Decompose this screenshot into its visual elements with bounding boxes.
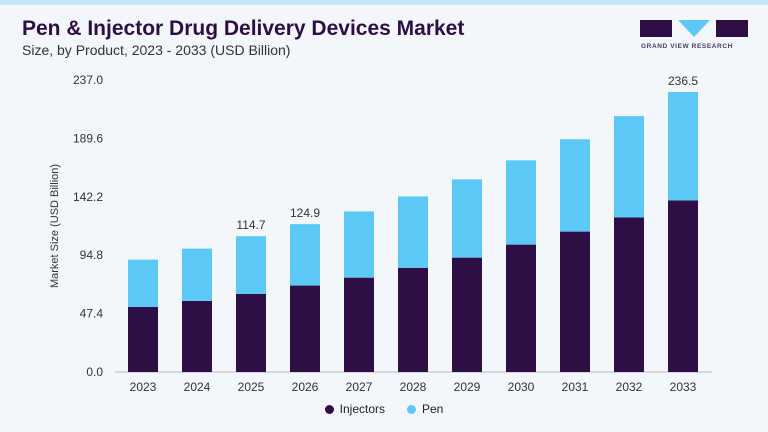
bar-pen-2024: [182, 248, 212, 301]
x-tick-label: 2029: [454, 380, 481, 394]
x-tick-label: 2032: [616, 380, 643, 394]
x-tick-label: 2023: [130, 380, 157, 394]
y-tick-label: 94.8: [80, 248, 104, 262]
data-label-2026: 124.9: [290, 206, 320, 220]
bar-pen-2031: [560, 139, 590, 232]
bar-injectors-2030: [506, 244, 536, 372]
legend-label-pen: Pen: [422, 402, 444, 416]
x-tick-label: 2025: [238, 380, 265, 394]
logo-text: GRAND VIEW RESEARCH: [641, 43, 733, 50]
x-tick-label: 2026: [292, 380, 319, 394]
grand-view-research-logo: [640, 20, 748, 37]
x-tick-label: 2033: [670, 380, 697, 394]
x-tick-label: 2027: [346, 380, 373, 394]
bar-pen-2030: [506, 160, 536, 245]
chart-subtitle: Size, by Product, 2023 - 2033 (USD Billi…: [22, 42, 291, 58]
y-tick-label: 237.0: [73, 73, 103, 87]
bar-injectors-2026: [290, 285, 320, 372]
y-axis-label: Market Size (USD Billion): [49, 164, 61, 288]
bar-injectors-2025: [236, 293, 266, 372]
bar-injectors-2023: [128, 306, 158, 372]
legend-swatch-pen: [407, 405, 416, 414]
x-tick-label: 2031: [562, 380, 589, 394]
bar-injectors-2031: [560, 231, 590, 372]
bar-pen-2032: [614, 116, 644, 218]
x-tick-label: 2030: [508, 380, 535, 394]
y-tick-label: 47.4: [80, 307, 104, 321]
bar-injectors-2024: [182, 300, 212, 372]
bar-pen-2026: [290, 224, 320, 286]
bar-pen-2029: [452, 179, 482, 258]
bar-injectors-2028: [398, 267, 428, 372]
bar-injectors-2033: [668, 200, 698, 372]
bar-injectors-2027: [344, 277, 374, 372]
bar-injectors-2032: [614, 217, 644, 372]
bar-pen-2027: [344, 211, 374, 278]
x-tick-label: 2024: [184, 380, 211, 394]
legend-item-pen[interactable]: Pen: [407, 402, 443, 416]
legend-swatch-injectors: [324, 405, 334, 414]
data-label-2025: 114.7: [236, 218, 265, 232]
legend-item-injectors[interactable]: Injectors: [324, 402, 385, 416]
top-accent-bar: [0, 0, 768, 5]
y-tick-label: 142.2: [73, 190, 103, 204]
legend-label-injectors: Injectors: [339, 402, 385, 416]
bar-pen-2023: [128, 259, 158, 307]
x-tick-label: 2028: [400, 380, 427, 394]
bar-pen-2025: [236, 236, 266, 294]
data-label-2033: 236.5: [668, 74, 698, 88]
y-tick-label: 189.6: [73, 131, 103, 145]
legend: Injectors Pen: [0, 402, 768, 416]
bar-pen-2033: [668, 92, 698, 201]
chart-title: Pen & Injector Drug Delivery Devices Mar…: [22, 17, 465, 40]
y-tick-label: 0.0: [86, 365, 103, 379]
bar-pen-2028: [398, 196, 428, 268]
bar-injectors-2029: [452, 257, 482, 372]
